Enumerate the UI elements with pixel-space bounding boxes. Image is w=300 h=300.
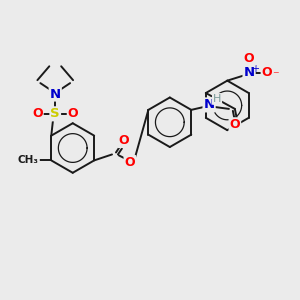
Text: O: O	[230, 118, 240, 131]
Text: N: N	[244, 66, 255, 79]
Text: O: O	[32, 107, 43, 120]
Text: O: O	[124, 156, 135, 169]
Text: H: H	[213, 94, 221, 104]
Text: S: S	[50, 107, 60, 120]
Text: O: O	[118, 134, 129, 147]
Text: O: O	[244, 52, 254, 65]
Text: ⁻: ⁻	[272, 69, 279, 82]
Text: N: N	[203, 98, 215, 111]
Text: N: N	[50, 88, 61, 100]
Text: +: +	[251, 64, 259, 74]
Text: CH₃: CH₃	[18, 155, 39, 165]
Text: O: O	[68, 107, 78, 120]
Text: O: O	[262, 66, 272, 79]
